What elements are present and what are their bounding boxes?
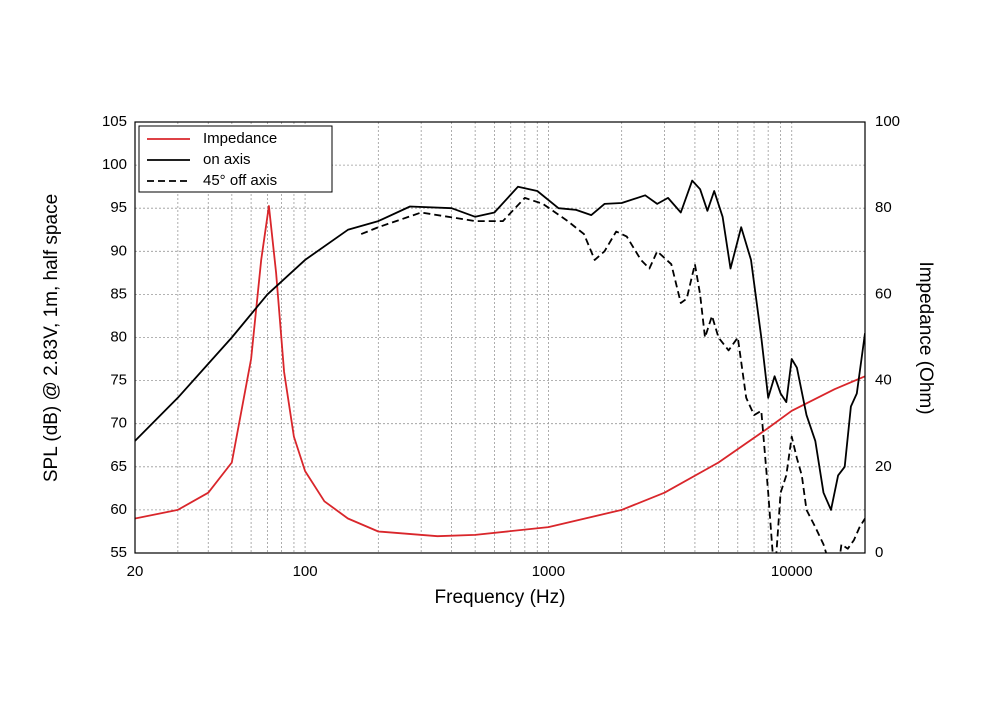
x-tick-label: 1000 <box>532 563 565 580</box>
y-tick-label: 60 <box>110 501 127 518</box>
series-line <box>135 205 865 538</box>
y-tick-label: 100 <box>102 156 127 173</box>
y-tick-label: 70 <box>110 415 127 432</box>
y-tick-label: 90 <box>110 242 127 259</box>
y-axis-title: SPL (dB) @ 2.83V, 1m, half space <box>41 194 62 482</box>
y2-tick-label: 60 <box>875 285 892 302</box>
y-tick-label: 95 <box>110 199 127 216</box>
y-tick-label: 75 <box>110 372 127 389</box>
legend: Impedance on axis 45° off axis <box>138 125 333 193</box>
x-tick-label: 100 <box>293 563 318 580</box>
y-tick-label: 105 <box>102 113 127 130</box>
plot-frame <box>134 121 866 554</box>
x-tick-label: 20 <box>127 563 144 580</box>
series-line <box>360 197 865 553</box>
legend-label: on axis <box>203 151 251 168</box>
x-axis-title: Frequency (Hz) <box>435 587 566 608</box>
y2-tick-label: 80 <box>875 199 892 216</box>
legend-label: 45° off axis <box>203 172 277 189</box>
y-tick-label: 55 <box>110 544 127 561</box>
y-tick-label: 85 <box>110 285 127 302</box>
legend-label: Impedance <box>203 130 277 147</box>
y-tick-label: 65 <box>110 458 127 475</box>
plot-lines <box>135 179 865 553</box>
y2-tick-label: 20 <box>875 458 892 475</box>
labels: 55 60 65 70 75 80 85 90 95 100 105 0 20 40 60 80 100 20 10… <box>102 113 900 580</box>
y2-tick-label: 40 <box>875 372 892 389</box>
y-tick-label: 80 <box>110 328 127 345</box>
y2-tick-label: 100 <box>875 113 900 130</box>
y2-axis-title: Impedance (Ohm) <box>915 261 936 414</box>
series-line <box>135 179 865 511</box>
x-tick-label: 10000 <box>771 563 813 580</box>
y2-tick-label: 0 <box>875 544 883 561</box>
